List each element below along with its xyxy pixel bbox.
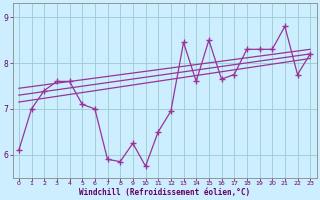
X-axis label: Windchill (Refroidissement éolien,°C): Windchill (Refroidissement éolien,°C) [79, 188, 250, 197]
